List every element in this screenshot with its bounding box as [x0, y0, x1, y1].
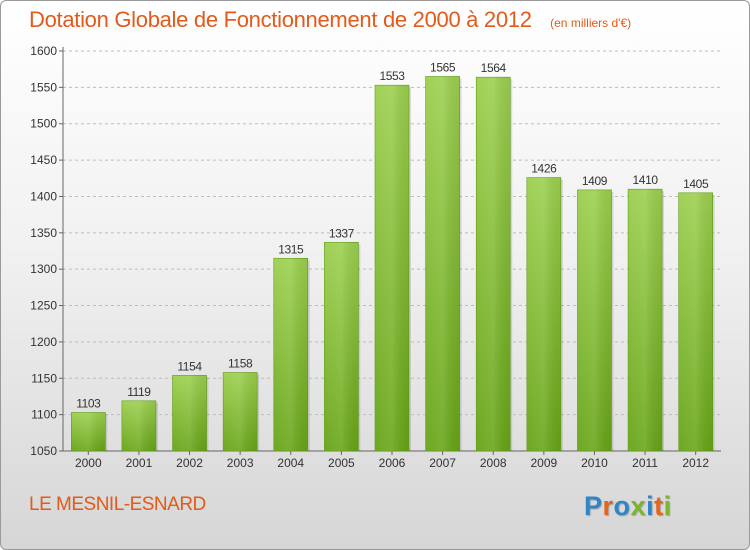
logo-letter: t: [654, 491, 664, 521]
x-tick-label: 2011: [632, 456, 658, 470]
bar-highlight: [476, 77, 511, 451]
proxiti-logo: Proxiti: [584, 491, 672, 522]
x-tick-label: 2007: [429, 456, 456, 470]
data-label: 1565: [430, 60, 456, 74]
y-tick-label: 1550: [30, 80, 57, 94]
data-label: 1315: [278, 242, 304, 256]
bar-highlight: [425, 76, 460, 452]
y-tick-label: 1150: [31, 371, 57, 385]
value-labels: 1103 1119 1154 1158 1315 1337 1553 1565 1564 1426…: [76, 60, 709, 410]
data-label: 1553: [379, 69, 405, 83]
x-tick-label: 2000: [75, 456, 102, 470]
bar-highlight: [273, 258, 308, 451]
bar-highlight: [71, 412, 106, 451]
bar-highlight: [172, 375, 207, 451]
logo-letter: r: [602, 491, 614, 521]
bar-highlight: [121, 400, 156, 451]
x-tick-label: 2003: [227, 456, 254, 470]
y-tick-label: 1450: [30, 153, 57, 167]
y-tick-label: 1200: [30, 335, 57, 349]
logo-letter: i: [663, 491, 672, 521]
x-tick-label: 2004: [277, 456, 304, 470]
title-row: Dotation Globale de Fonctionnement de 20…: [29, 7, 631, 33]
bar-highlight: [678, 192, 713, 451]
bar-highlight: [223, 372, 258, 451]
y-tick-label: 1400: [30, 189, 57, 203]
y-tick-label: 1250: [30, 299, 57, 313]
bar-highlight: [577, 189, 612, 451]
x-tick-label: 2006: [379, 456, 406, 470]
x-tick-label: 2005: [328, 456, 355, 470]
y-tick-label: 1300: [30, 262, 57, 276]
data-label: 1410: [633, 173, 659, 187]
x-tick-label: 2002: [176, 456, 203, 470]
axes: 1050 1100 1150 1200 1250 1300 1350 1400 1450 1500…: [30, 44, 721, 470]
data-label: 1405: [683, 177, 709, 191]
x-tick-label: 2009: [530, 456, 557, 470]
y-tick-label: 1350: [30, 226, 57, 240]
x-tick-label: 2001: [126, 456, 153, 470]
x-tick-label: 2008: [480, 456, 507, 470]
commune-name: LE MESNIL-ESNARD: [29, 494, 206, 515]
bar-highlight: [324, 242, 359, 451]
bar-highlight: [526, 177, 561, 451]
logo-letter: i: [646, 491, 655, 521]
y-tick-label: 1100: [31, 408, 57, 422]
data-label: 1119: [127, 385, 151, 399]
logo-letter: o: [613, 491, 631, 521]
data-label: 1337: [329, 226, 355, 240]
logo-letter: x: [630, 491, 647, 521]
y-tick-label: 1600: [30, 44, 57, 58]
bar-highlight: [628, 189, 663, 451]
data-label: 1409: [582, 174, 608, 188]
x-tick-label: 2012: [682, 456, 709, 470]
x-tick-label: 2010: [581, 456, 608, 470]
y-tick-label: 1500: [30, 117, 57, 131]
chart-subtitle: (en milliers d'€): [550, 16, 632, 30]
data-label: 1564: [481, 61, 507, 75]
logo-letter: P: [584, 491, 603, 521]
data-label: 1426: [531, 162, 557, 176]
bar-highlight: [375, 85, 409, 451]
y-tick-label: 1050: [30, 444, 57, 458]
data-label: 1154: [177, 359, 202, 373]
data-label: 1158: [228, 356, 253, 370]
data-label: 1103: [76, 396, 101, 410]
bars: [71, 76, 715, 452]
chart-title: Dotation Globale de Fonctionnement de 20…: [29, 7, 532, 32]
